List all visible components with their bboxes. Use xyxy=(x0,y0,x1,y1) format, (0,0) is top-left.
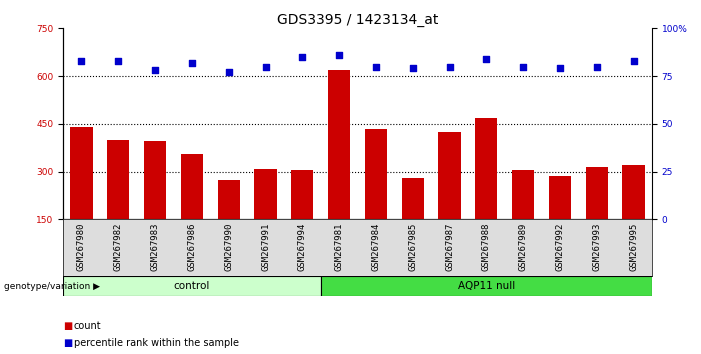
Point xyxy=(149,68,161,73)
Point xyxy=(591,64,602,69)
Text: GSM267993: GSM267993 xyxy=(592,222,601,271)
Bar xyxy=(217,179,240,219)
Text: GSM267990: GSM267990 xyxy=(224,222,233,271)
Bar xyxy=(475,118,497,219)
Point xyxy=(444,64,455,69)
Point xyxy=(260,64,271,69)
Bar xyxy=(291,170,313,219)
Bar xyxy=(70,127,93,219)
Text: GSM267987: GSM267987 xyxy=(445,222,454,271)
Text: GSM267984: GSM267984 xyxy=(372,222,381,271)
Text: count: count xyxy=(74,321,101,331)
Bar xyxy=(107,140,129,219)
Text: GSM267983: GSM267983 xyxy=(151,222,160,271)
Point xyxy=(370,64,381,69)
Text: GSM267991: GSM267991 xyxy=(261,222,270,271)
Title: GDS3395 / 1423134_at: GDS3395 / 1423134_at xyxy=(277,13,438,27)
Bar xyxy=(328,70,350,219)
Text: GSM267980: GSM267980 xyxy=(77,222,86,271)
Point xyxy=(297,54,308,60)
Text: ■: ■ xyxy=(63,321,72,331)
Bar xyxy=(63,276,320,296)
Bar xyxy=(254,169,276,219)
Text: GSM267992: GSM267992 xyxy=(555,222,564,271)
Bar xyxy=(585,167,608,219)
Point xyxy=(223,69,234,75)
Point xyxy=(186,60,198,65)
Point xyxy=(517,64,529,69)
Text: percentile rank within the sample: percentile rank within the sample xyxy=(74,338,238,348)
Text: GSM267982: GSM267982 xyxy=(114,222,123,271)
Text: GSM267986: GSM267986 xyxy=(187,222,196,271)
Text: GSM267995: GSM267995 xyxy=(629,222,638,271)
Text: GSM267981: GSM267981 xyxy=(334,222,343,271)
Text: genotype/variation ▶: genotype/variation ▶ xyxy=(4,281,100,291)
Text: GSM267988: GSM267988 xyxy=(482,222,491,271)
Point xyxy=(113,58,124,64)
Text: GSM267994: GSM267994 xyxy=(298,222,307,271)
Bar xyxy=(402,178,423,219)
Point xyxy=(334,52,345,58)
Text: ■: ■ xyxy=(63,338,72,348)
Bar xyxy=(181,154,203,219)
Point xyxy=(554,65,566,71)
Bar xyxy=(512,170,534,219)
Point xyxy=(76,58,87,64)
Bar xyxy=(320,276,652,296)
Text: control: control xyxy=(174,281,210,291)
Point xyxy=(628,58,639,64)
Bar xyxy=(438,132,461,219)
Bar xyxy=(365,129,387,219)
Bar xyxy=(549,176,571,219)
Text: AQP11 null: AQP11 null xyxy=(458,281,515,291)
Bar xyxy=(622,165,644,219)
Text: GSM267989: GSM267989 xyxy=(519,222,528,271)
Bar xyxy=(144,141,166,219)
Point xyxy=(407,65,418,71)
Text: GSM267985: GSM267985 xyxy=(408,222,417,271)
Point xyxy=(481,56,492,62)
